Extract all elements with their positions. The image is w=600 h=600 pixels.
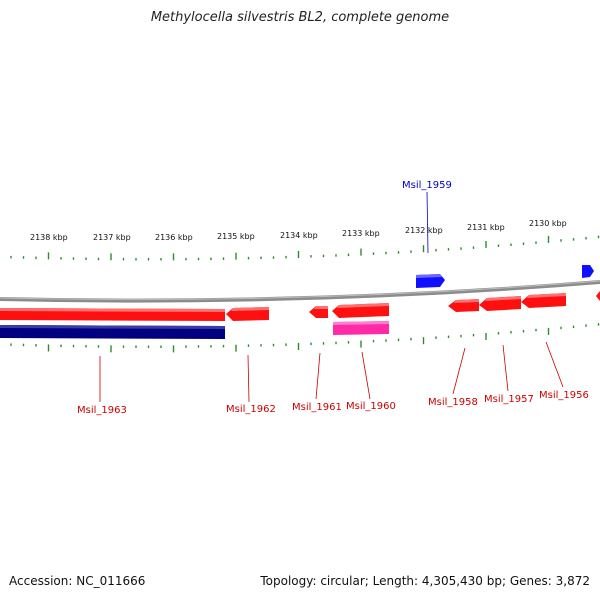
scale-label: 2134 kbp — [280, 231, 318, 240]
leader-lines — [99, 191, 564, 403]
scale-label: 2130 kbp — [529, 219, 567, 228]
genome-stats: Topology: circular; Length: 4,305,430 bp… — [260, 574, 590, 588]
accession-text: Accession: NC_011666 — [9, 574, 146, 588]
genome-backbone-highlight — [0, 280, 600, 301]
gene-label-msil-1963[interactable]: Msil_1963 — [77, 405, 127, 416]
gene-partial-blue[interactable] — [582, 265, 594, 278]
genome-backbone — [0, 280, 600, 303]
gene-label-msil-1957[interactable]: Msil_1957 — [484, 394, 534, 405]
inner-scale-ticks — [10, 323, 600, 353]
gene-label-msil-1962[interactable]: Msil_1962 — [226, 404, 276, 415]
gene-msil-1959[interactable] — [416, 274, 445, 288]
scale-label: 2137 kbp — [93, 233, 131, 242]
scale-label: 2132 kbp — [405, 226, 443, 235]
topology-text: Topology: circular — [260, 574, 365, 588]
gene-msil-1960[interactable] — [332, 303, 389, 318]
scale-label: 2131 kbp — [467, 223, 505, 232]
gene-msil-1957[interactable] — [479, 296, 521, 311]
feature-pink-msil-1960[interactable] — [333, 321, 389, 335]
feature-navy-msil-1963[interactable] — [0, 325, 225, 339]
gene-label-msil-1959[interactable]: Msil_1959 — [402, 180, 452, 191]
scale-labels: 2138 kbp 2137 kbp 2136 kbp 2135 kbp 2134… — [30, 219, 567, 242]
gene-msil-1958[interactable] — [448, 299, 479, 312]
gene-label-msil-1958[interactable]: Msil_1958 — [428, 397, 478, 408]
scale-label: 2138 kbp — [30, 233, 68, 242]
gene-label-msil-1960[interactable]: Msil_1960 — [346, 401, 396, 412]
gene-partial-red[interactable] — [596, 291, 600, 301]
gene-label-msil-1961[interactable]: Msil_1961 — [292, 402, 342, 413]
scale-label: 2133 kbp — [342, 229, 380, 238]
scale-label: 2136 kbp — [155, 233, 193, 242]
gene-label-msil-1956[interactable]: Msil_1956 — [539, 390, 589, 401]
genome-title: Methylocella silvestris BL2, complete ge… — [150, 10, 450, 25]
gene-msil-1962[interactable] — [226, 307, 269, 321]
scale-label: 2135 kbp — [217, 232, 255, 241]
gene-msil-1956[interactable] — [521, 293, 566, 308]
gene-labels: Msil_1959 Msil_1963 Msil_1962 Msil_1961 … — [77, 180, 589, 416]
genes-text: Genes: 3,872 — [509, 574, 590, 588]
length-text: Length: 4,305,430 bp — [372, 574, 502, 588]
outer-scale-ticks — [10, 235, 600, 261]
gene-msil-1963[interactable] — [0, 308, 225, 321]
gene-msil-1961[interactable] — [309, 306, 328, 318]
